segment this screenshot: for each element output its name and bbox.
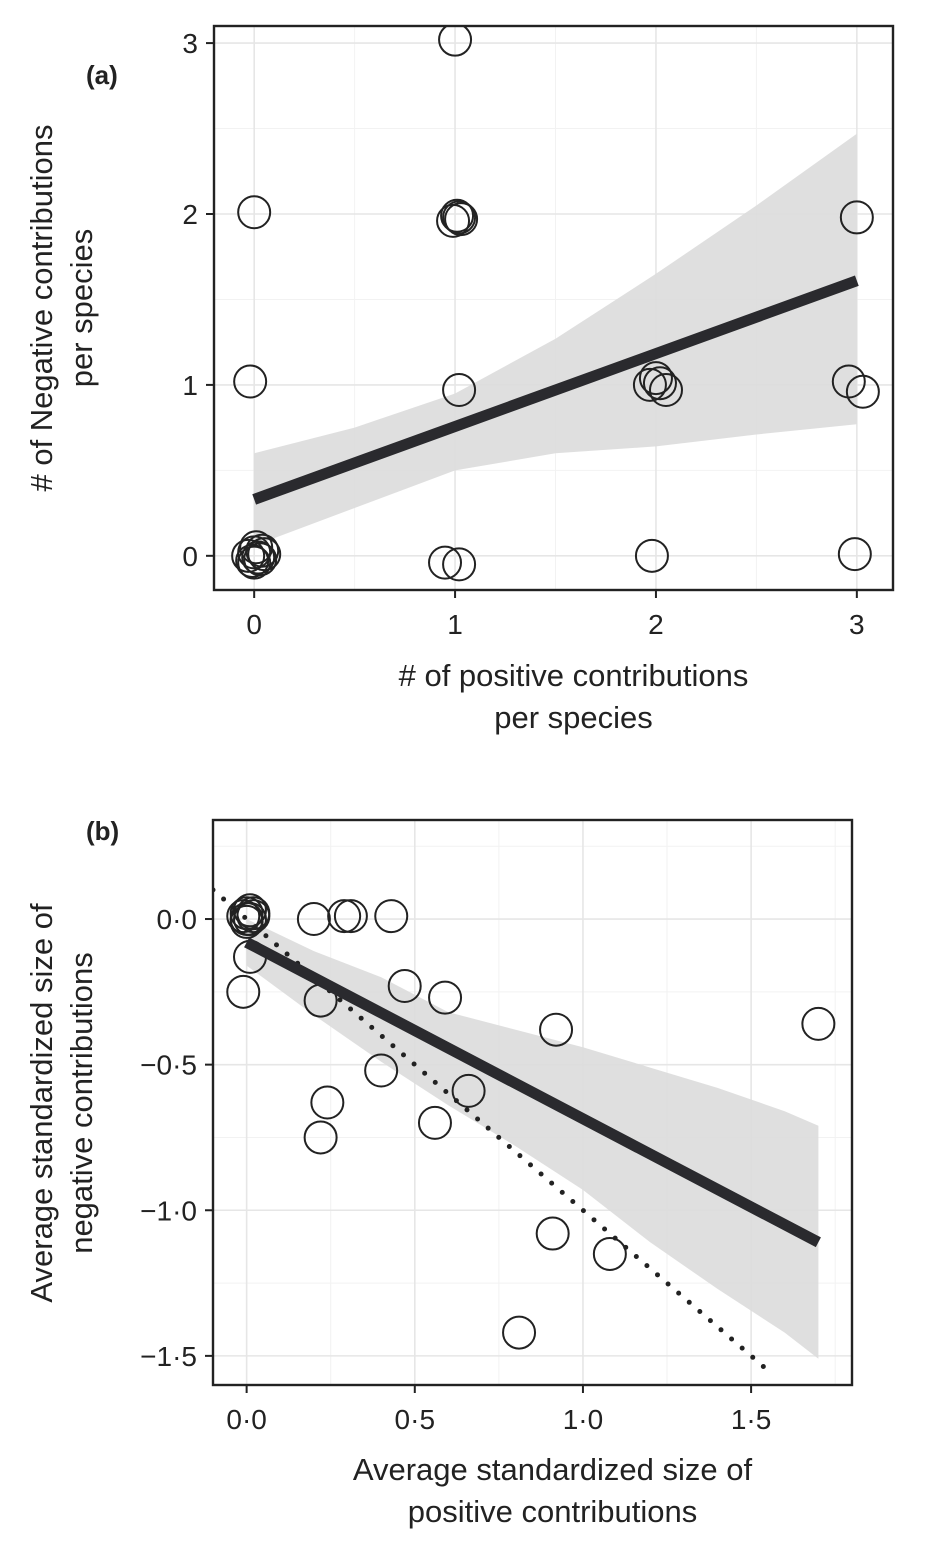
y-tick-label: 3 <box>182 28 198 59</box>
data-point <box>247 537 282 572</box>
y-tick-label: −0·5 <box>140 1050 197 1081</box>
data-point <box>333 899 368 934</box>
data-point <box>442 373 477 408</box>
data-point <box>241 540 276 575</box>
data-point <box>236 899 271 934</box>
x-tick-label: 1·0 <box>563 1404 603 1435</box>
data-point <box>451 1073 486 1108</box>
data-point <box>442 547 477 582</box>
data-point <box>444 202 479 237</box>
data-point <box>801 1006 836 1041</box>
panel-label: (b) <box>86 816 119 846</box>
y-axis-title: Average standardized size of <box>24 903 59 1303</box>
x-tick-label: 2 <box>648 609 664 640</box>
data-point <box>428 980 463 1015</box>
panel-border <box>211 818 854 1387</box>
confidence-band <box>246 919 819 1359</box>
fit-line <box>252 275 859 505</box>
fit-line <box>244 937 821 1248</box>
data-point <box>229 902 264 937</box>
y-tick-label: −1·5 <box>140 1341 197 1372</box>
data-point <box>539 1012 574 1047</box>
data-point <box>237 195 272 230</box>
x-axis-title: per species <box>494 700 653 735</box>
data-point <box>417 1105 452 1140</box>
x-tick-label: 0·5 <box>395 1404 435 1435</box>
data-point <box>845 374 880 409</box>
data-point <box>592 1236 627 1271</box>
y-tick-label: 0 <box>182 541 198 572</box>
data-point <box>634 538 669 573</box>
data-point <box>226 974 261 1009</box>
x-tick-label: 1·5 <box>731 1404 771 1435</box>
panel-b: 0·0 0·5 1·0 1·5 0·0 −0·5 −1·0 −1·5 (b) Average st… <box>24 816 854 1529</box>
x-tick-label: 0·0 <box>226 1404 266 1435</box>
data-point <box>310 1085 345 1120</box>
data-point <box>231 538 266 573</box>
plot-area <box>213 820 852 1385</box>
data-point <box>296 902 331 937</box>
data-point <box>237 545 272 580</box>
panel-border <box>212 24 895 592</box>
data-point <box>364 1053 399 1088</box>
data-point <box>648 373 683 408</box>
data-point <box>303 1120 338 1155</box>
data-point <box>327 899 362 934</box>
data-point <box>387 969 422 1004</box>
x-tick-label: 1 <box>447 609 463 640</box>
data-point <box>839 200 874 235</box>
x-tick-label: 0 <box>246 609 262 640</box>
y-axis-title: negative contributions <box>64 952 99 1254</box>
data-point <box>638 361 673 396</box>
y-tick-label: 0·0 <box>157 904 197 935</box>
data-point <box>502 1315 537 1350</box>
data-point <box>440 198 475 233</box>
data-point <box>837 537 872 572</box>
x-tick-label: 3 <box>849 609 865 640</box>
data-point <box>374 899 409 934</box>
data-point <box>642 366 677 401</box>
y-axis-title: # of Negative contributions <box>24 124 59 491</box>
data-point <box>229 896 264 931</box>
data-point <box>535 1216 570 1251</box>
x-axis-title: positive contributions <box>408 1494 698 1529</box>
plot-area <box>214 26 893 590</box>
panel-label: (a) <box>86 60 118 90</box>
data-point <box>438 26 473 57</box>
data-point <box>233 364 268 399</box>
panel-a: 0 1 2 3 0 1 2 3 (a) # of positive contributions pe… <box>24 24 895 735</box>
y-axis-title: per species <box>64 229 99 388</box>
y-tick-label: −1·0 <box>140 1195 197 1226</box>
data-point <box>442 200 477 235</box>
y-tick-label: 1 <box>182 370 198 401</box>
data-point <box>428 545 463 580</box>
data-point <box>243 542 278 577</box>
data-point <box>632 367 667 402</box>
x-axis-title: # of positive contributions <box>399 658 749 693</box>
x-axis-title: Average standardized size of <box>353 1452 753 1487</box>
y-tick-label: 2 <box>182 199 198 230</box>
